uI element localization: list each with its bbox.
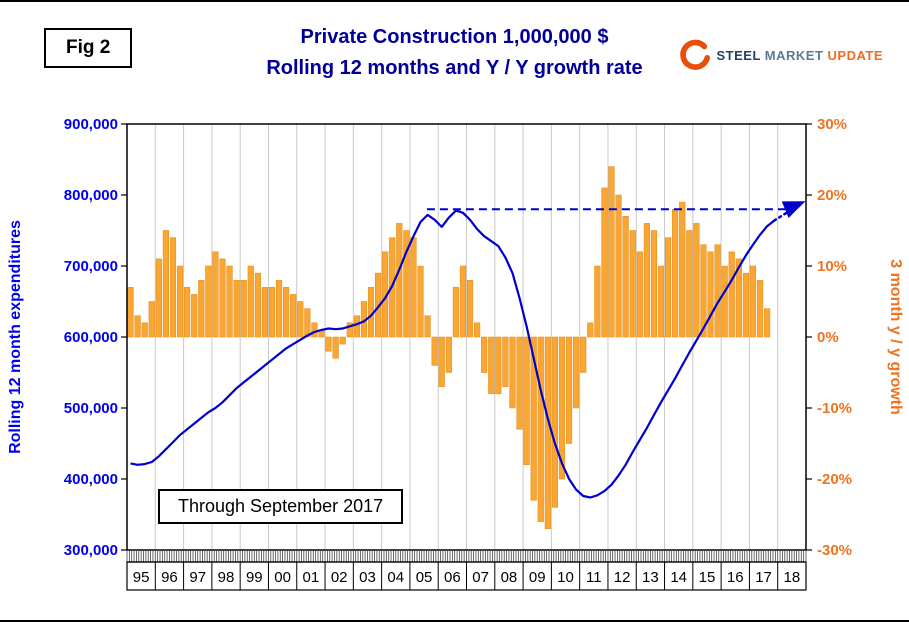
expenditure-line <box>130 209 775 499</box>
svg-text:18: 18 <box>784 569 801 586</box>
svg-text:700,000: 700,000 <box>64 258 118 275</box>
svg-text:10: 10 <box>557 569 574 586</box>
left-axis-labels: 900,000 800,000 700,000 600,000 500,000 400,0… <box>64 116 127 559</box>
chart-title: Private Construction 1,000,000 $ Rolling… <box>0 22 909 84</box>
svg-text:30%: 30% <box>817 116 847 133</box>
reference-dashed-line <box>426 201 806 218</box>
year-axis-labels: 95 96 97 98 99 00 01 02 03 04 05 06 07 08 09 10 11 12 13 14… <box>126 561 807 591</box>
svg-text:800,000: 800,000 <box>64 187 118 204</box>
svg-text:12: 12 <box>614 569 631 586</box>
svg-text:600,000: 600,000 <box>64 329 118 346</box>
logo-word-market: MARKET <box>764 47 824 63</box>
annotation-box: Through September 2017 <box>158 489 404 524</box>
svg-text:08: 08 <box>501 569 518 586</box>
svg-text:02: 02 <box>331 569 348 586</box>
svg-text:500,000: 500,000 <box>64 400 118 417</box>
svg-text:0%: 0% <box>817 329 839 346</box>
svg-text:96: 96 <box>161 569 178 586</box>
svg-text:05: 05 <box>416 569 433 586</box>
svg-text:17: 17 <box>755 569 772 586</box>
svg-text:07: 07 <box>472 569 489 586</box>
svg-text:20%: 20% <box>817 187 847 204</box>
svg-text:01: 01 <box>303 569 320 586</box>
svg-text:98: 98 <box>218 569 235 586</box>
steel-market-update-logo: STEEL MARKET UPDATE <box>677 38 883 72</box>
svg-text:11: 11 <box>586 569 602 586</box>
svg-text:95: 95 <box>133 569 150 586</box>
chart-title-line2: Rolling 12 months and Y / Y growth rate <box>266 57 643 79</box>
svg-text:03: 03 <box>359 569 376 586</box>
figure-label: Fig 2 <box>44 28 133 68</box>
svg-text:900,000: 900,000 <box>64 116 118 133</box>
svg-text:-30%: -30% <box>817 542 852 559</box>
logo-word-steel: STEEL <box>716 47 761 63</box>
svg-text:04: 04 <box>387 569 404 586</box>
logo-swoosh-icon <box>680 39 711 70</box>
monthly-tick-comb <box>126 550 807 563</box>
right-axis-labels: 30% 20% 10% 0% -10% -20% -30% <box>806 116 852 559</box>
svg-text:97: 97 <box>189 569 206 586</box>
annotation-text: Through September 2017 <box>178 496 384 516</box>
svg-text:-20%: -20% <box>817 471 852 488</box>
svg-text:16: 16 <box>727 569 744 586</box>
svg-text:-10%: -10% <box>817 400 852 417</box>
right-axis-title: 3 month y / y growth <box>887 259 904 415</box>
svg-text:400,000: 400,000 <box>64 471 118 488</box>
left-axis-title: Rolling 12 month expenditures <box>7 220 24 454</box>
svg-text:13: 13 <box>642 569 659 586</box>
svg-text:00: 00 <box>274 569 291 586</box>
logo-text: STEEL MARKET UPDATE <box>716 48 883 63</box>
svg-text:99: 99 <box>246 569 263 586</box>
chart-title-line1: Private Construction 1,000,000 $ <box>300 26 609 48</box>
svg-text:10%: 10% <box>817 258 847 275</box>
logo-word-update: UPDATE <box>827 47 883 63</box>
svg-text:06: 06 <box>444 569 461 586</box>
svg-text:300,000: 300,000 <box>64 542 118 559</box>
growth-bars <box>127 166 771 529</box>
projection-dotted-line <box>772 202 802 222</box>
svg-text:09: 09 <box>529 569 546 586</box>
svg-text:14: 14 <box>670 569 687 586</box>
chart-canvas: 900,000 800,000 700,000 600,000 500,000 400,0… <box>7 116 904 591</box>
svg-text:15: 15 <box>699 569 716 586</box>
year-gridlines <box>154 124 779 550</box>
